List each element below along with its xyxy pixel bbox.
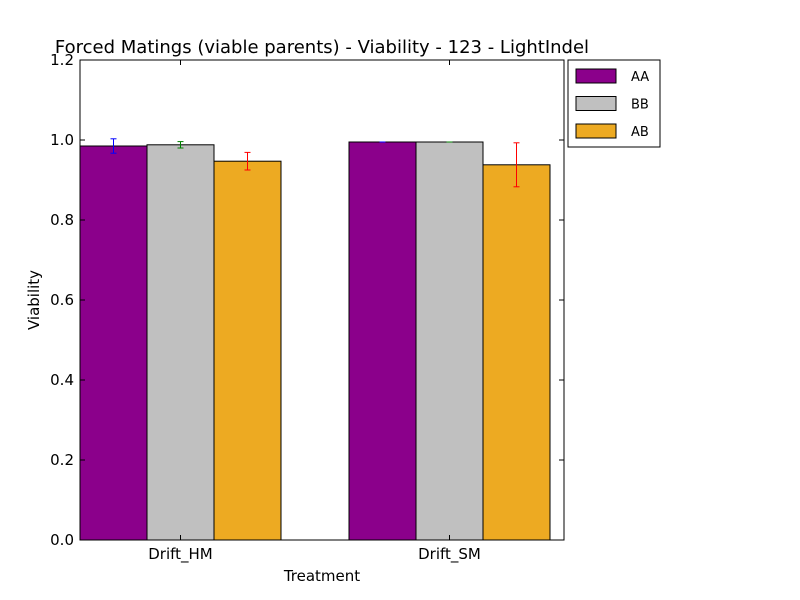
y-axis: 0.0 0.2 0.4 0.6 0.8 1.0 1.2 bbox=[50, 51, 564, 549]
y-tick-label: 1.2 bbox=[50, 51, 74, 69]
chart-title: Forced Matings (viable parents) - Viabil… bbox=[55, 37, 589, 58]
y-tick-label: 1.0 bbox=[50, 131, 74, 149]
error-bars-layer bbox=[110, 138, 520, 188]
bars-layer bbox=[79, 141, 551, 541]
bar-BB-Drift_HM bbox=[146, 144, 215, 541]
y-tick-label: 0.8 bbox=[50, 211, 74, 229]
legend-swatch-AB bbox=[575, 123, 617, 139]
bar-AA-Drift_HM bbox=[79, 145, 148, 541]
legend-label-BB: BB bbox=[631, 98, 649, 113]
legend: AA BB AB bbox=[567, 59, 661, 148]
x-tick-label: Drift_HM bbox=[148, 545, 213, 564]
legend-swatch-BB bbox=[575, 96, 617, 111]
bar-BB-Drift_SM bbox=[415, 141, 484, 541]
legend-label-AB: AB bbox=[631, 125, 649, 140]
y-tick-label: 0.4 bbox=[50, 371, 74, 389]
bar-AB-Drift_SM bbox=[482, 164, 551, 541]
y-tick-label: 0.0 bbox=[50, 531, 74, 549]
y-axis-label: Viability bbox=[25, 270, 43, 330]
bar-AB-Drift_HM bbox=[213, 160, 282, 541]
x-axis: Drift_HM Drift_SM bbox=[148, 60, 481, 564]
x-tick-label: Drift_SM bbox=[418, 545, 481, 564]
legend-swatch-AA bbox=[575, 68, 617, 84]
x-axis-label: Treatment bbox=[283, 567, 360, 585]
bar-AA-Drift_SM bbox=[348, 141, 417, 541]
y-tick-label: 0.2 bbox=[50, 451, 74, 469]
y-tick-label: 0.6 bbox=[50, 291, 74, 309]
legend-label-AA: AA bbox=[631, 70, 649, 85]
